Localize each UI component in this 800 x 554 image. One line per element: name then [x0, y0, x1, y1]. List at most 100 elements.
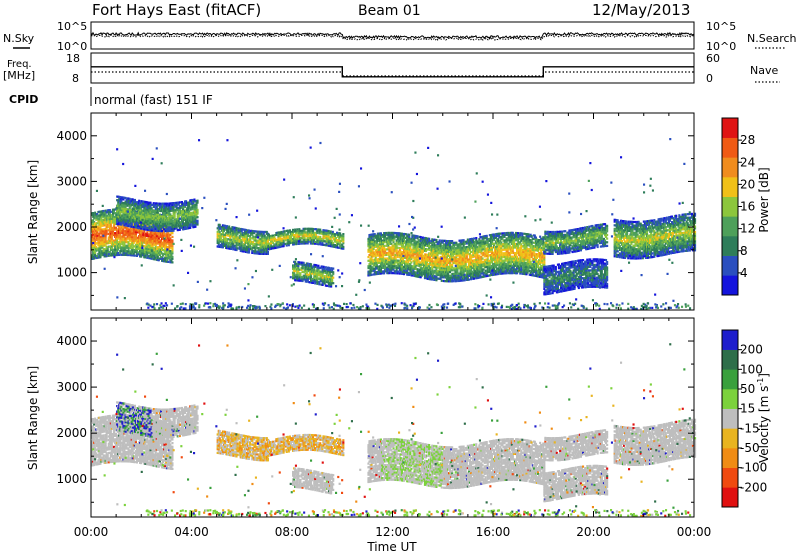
echo-cell	[118, 230, 121, 233]
echo-cell	[143, 236, 146, 239]
noise-sky-trace	[90, 31, 695, 40]
echo-cell	[94, 215, 97, 218]
freq-panel: Freq. [MHz] 18 8 60 0 Nave	[3, 52, 780, 85]
noise-right-tick-bottom: 10^0	[706, 40, 736, 53]
echo-cell	[119, 239, 122, 242]
echo-cell	[383, 272, 386, 275]
echo-cell	[161, 252, 164, 255]
echo-cell	[144, 256, 147, 259]
echo-cell	[122, 230, 125, 233]
echo-cell	[108, 241, 111, 244]
echo-cell	[105, 216, 108, 219]
echo-cell	[112, 224, 115, 228]
cpid-mode: normal (fast) 151 IF	[94, 93, 213, 107]
echo-cell	[92, 252, 95, 255]
echo-cell	[133, 229, 136, 232]
echo-cell	[124, 253, 127, 256]
echo-cell	[248, 251, 251, 254]
nave-label: Nave	[750, 64, 778, 77]
echo-cell	[110, 219, 113, 222]
freq-trace	[91, 66, 694, 78]
echo-cell	[127, 243, 130, 246]
echo-cell	[167, 242, 170, 245]
echo-cell	[125, 208, 128, 211]
echo-cell	[414, 240, 417, 243]
echo-cell	[143, 234, 146, 237]
echo-cell	[163, 243, 166, 246]
echo-cell	[139, 238, 142, 242]
echo-cell	[94, 248, 97, 251]
echo-cell	[92, 228, 95, 231]
echo-cell	[178, 201, 181, 204]
echo-cell	[179, 206, 182, 209]
echo-cell	[116, 239, 119, 242]
echo-cell	[131, 236, 134, 239]
echo-cell	[133, 254, 136, 257]
echo-cell	[146, 238, 149, 241]
echo-cell	[173, 213, 176, 216]
echo-cell	[136, 240, 139, 243]
echo-cell	[123, 251, 126, 255]
echo-cell	[157, 235, 160, 238]
echo-cell	[127, 230, 130, 233]
echo-cell	[119, 233, 122, 236]
echo-cell	[146, 240, 149, 243]
echo-cell	[144, 211, 147, 215]
freq-tick-bottom: 8	[72, 72, 79, 85]
echo-cell	[108, 209, 111, 212]
echo-cell	[315, 264, 318, 267]
echo-cell	[140, 235, 143, 238]
echo-cell	[95, 249, 98, 252]
echo-cell	[94, 228, 97, 231]
echo-cell	[94, 211, 97, 214]
echo-cell	[127, 250, 130, 253]
echo-cell	[367, 256, 370, 259]
echo-cell	[116, 241, 119, 244]
echo-cell	[131, 232, 134, 235]
echo-cell	[117, 215, 120, 218]
echo-cell	[196, 208, 199, 211]
echo-cell	[159, 257, 162, 260]
echo-cell	[146, 256, 149, 259]
echo-cell	[302, 261, 305, 264]
echo-cell	[228, 225, 231, 228]
echo-cell	[295, 241, 298, 244]
echo-cell	[150, 257, 153, 260]
echo-cell	[105, 247, 108, 250]
echo-cell	[102, 222, 105, 225]
echo-cell	[118, 242, 121, 245]
echo-cell	[421, 236, 424, 239]
echo-cell	[150, 207, 153, 210]
echo-cell	[98, 238, 101, 241]
echo-cell	[139, 253, 142, 256]
echo-cell	[111, 215, 114, 219]
echo-cell	[178, 214, 181, 217]
echo-cell	[103, 215, 106, 218]
noise-right-tick-top: 10^5	[706, 20, 736, 33]
echo-cell	[162, 236, 165, 239]
echo-cell	[132, 252, 135, 255]
echo-cell	[98, 250, 101, 253]
echo-cell	[103, 253, 106, 256]
echo-cell	[117, 252, 120, 255]
echo-cell	[96, 227, 99, 230]
echo-cell	[150, 232, 153, 235]
echo-cell	[92, 257, 95, 260]
echo-cell	[342, 245, 345, 248]
echo-cell	[98, 241, 101, 244]
echo-cell	[105, 253, 108, 256]
echo-cell	[125, 239, 128, 242]
echo-cell	[159, 232, 162, 235]
echo-cell	[95, 246, 98, 249]
echo-cell	[188, 201, 191, 204]
echo-cell	[156, 207, 159, 211]
echo-cell	[98, 245, 101, 248]
echo-cell	[152, 202, 155, 205]
echo-cell	[120, 230, 123, 233]
echo-cell	[118, 226, 121, 229]
station-title: Fort Hays East (fitACF)	[92, 1, 261, 19]
echo-cell	[167, 240, 170, 243]
echo-cell	[127, 233, 130, 237]
echo-cell	[140, 231, 143, 234]
echo-cell	[153, 252, 156, 255]
